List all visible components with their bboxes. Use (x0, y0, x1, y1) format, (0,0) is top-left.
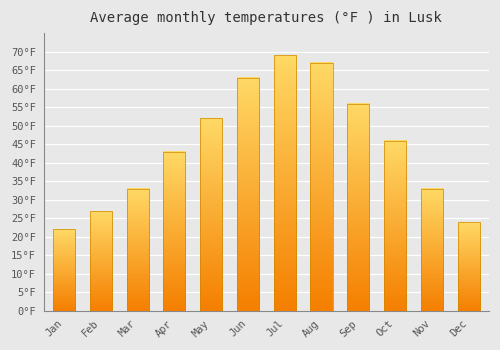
Bar (348, 104, 370, 311)
Bar (164, 152, 186, 311)
Bar (421, 189, 443, 311)
Bar (458, 222, 479, 311)
Bar (274, 55, 296, 311)
Bar (53, 230, 75, 311)
Bar (310, 63, 332, 311)
Bar (200, 118, 222, 311)
Bar (237, 78, 259, 311)
Bar (90, 211, 112, 311)
Title: Average monthly temperatures (°F ) in Lusk: Average monthly temperatures (°F ) in Lu… (90, 11, 442, 25)
Bar (126, 189, 148, 311)
Bar (384, 141, 406, 311)
